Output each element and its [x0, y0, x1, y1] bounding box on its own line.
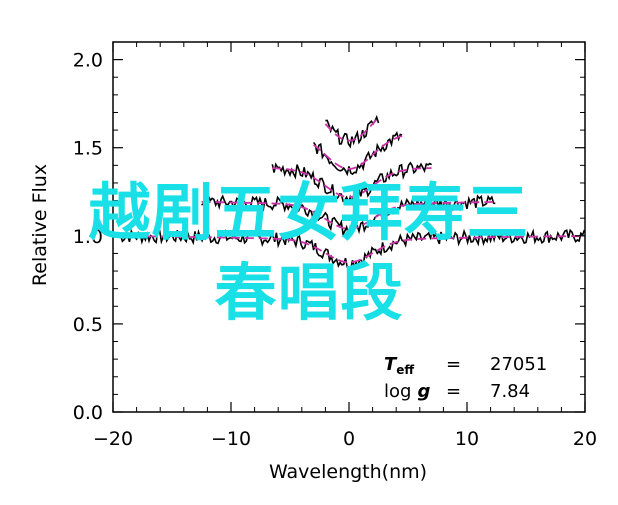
y-tick-label: 1.5: [73, 138, 103, 160]
x-tick-label: 0: [343, 428, 355, 450]
teff-subscript: eff: [396, 363, 414, 377]
x-tick-label: 20: [573, 428, 597, 450]
overlay-text-line-1: 越剧五女拜寿三: [88, 176, 530, 249]
model-spectrum-line: [272, 167, 432, 198]
y-tick-label: 0.0: [73, 402, 103, 424]
tick-group: −20 −10 0 10 20 0.0 0.5 1.0 1.5 2.0: [73, 42, 597, 450]
logg-equals: =: [446, 381, 461, 402]
teff-equals: =: [446, 354, 461, 375]
overlay-text-line-2: 春唱段: [214, 256, 404, 329]
logg-label: log: [384, 381, 411, 402]
x-tick-label: −10: [211, 428, 251, 450]
x-axis-label: Wavelength(nm): [269, 461, 427, 483]
y-tick-label: 1.0: [73, 226, 103, 248]
model-spectrum-line: [201, 201, 496, 230]
logg-value: 7.84: [490, 381, 530, 402]
y-axis-label: Relative Flux: [29, 164, 51, 286]
model-spectrum-line: [313, 135, 403, 170]
svg-text:Teff: Teff: [384, 354, 414, 377]
teff-annotation: Teff = 27051: [384, 354, 547, 377]
observed-spectrum-line: [325, 114, 380, 149]
y-tick-label: 2.0: [73, 50, 103, 72]
model-spectrum-line: [324, 116, 380, 142]
logg-annotation: log g = 7.84: [384, 381, 530, 402]
teff-value: 27051: [490, 354, 547, 375]
observed-spectrum-line: [271, 161, 433, 207]
model-spectrum-line: [118, 235, 585, 264]
y-tick-label: 0.5: [73, 314, 103, 336]
x-tick-label: −20: [93, 428, 133, 450]
x-tick-label: 10: [455, 428, 479, 450]
logg-g: g: [417, 381, 430, 402]
series-group: [118, 114, 586, 271]
teff-label: T: [384, 354, 398, 375]
